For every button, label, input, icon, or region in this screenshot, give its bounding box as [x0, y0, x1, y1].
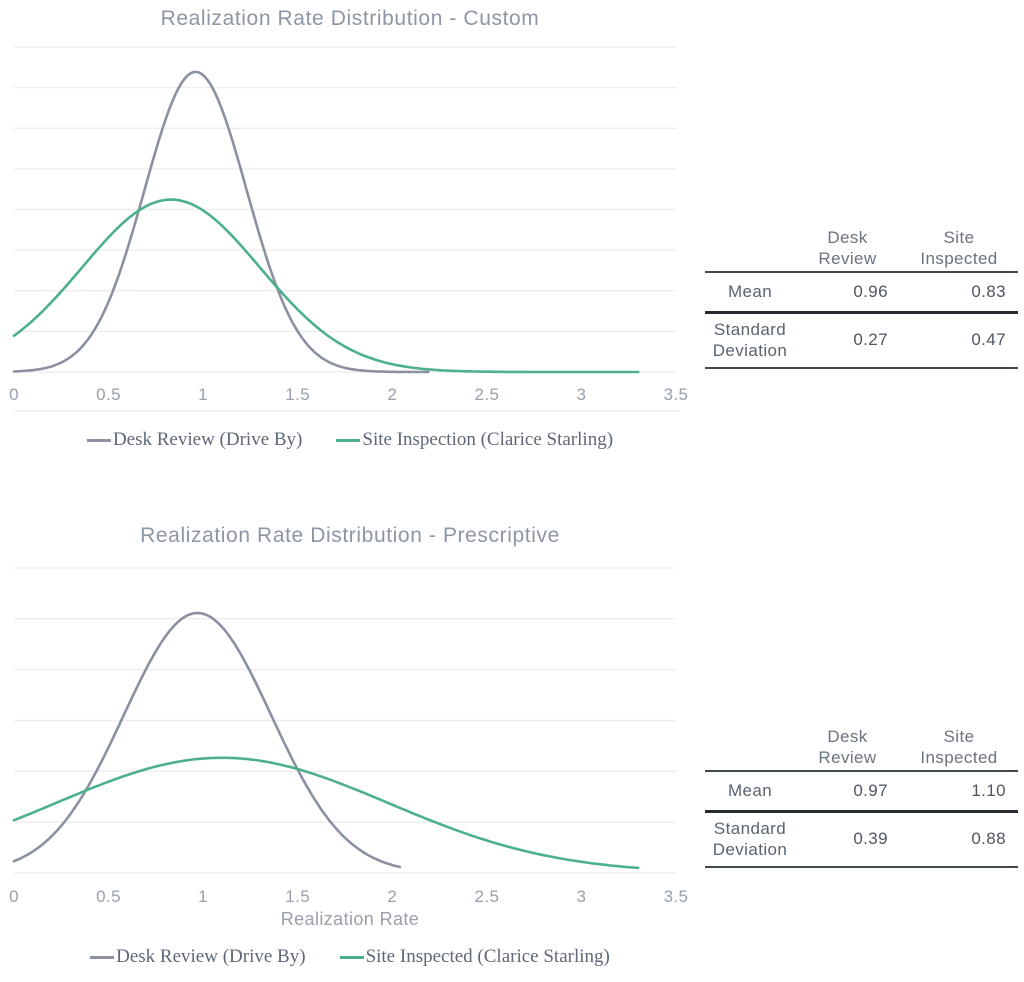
x-tick-label: 1	[198, 887, 208, 905]
legend-item-desk-review: Desk Review (Drive By)	[90, 946, 306, 968]
std-desk-review-value: 0.39	[795, 811, 900, 868]
row-label-standard-deviation: Standard Deviation	[705, 312, 795, 369]
table-row-mean: Mean 0.97 1.10	[705, 771, 1018, 813]
legend-item-site-inspected: Site Inspected (Clarice Starling)	[339, 946, 610, 968]
stats-table-custom: Desk Review Site Inspected Mean 0.96 0.8…	[705, 224, 1018, 369]
table-row-mean: Mean 0.96 0.83	[705, 272, 1018, 314]
x-tick-label: 0	[9, 887, 19, 905]
legend-label-desk-review: Desk Review (Drive By)	[112, 429, 303, 450]
x-tick-label: 0.5	[96, 887, 121, 905]
row-label-mean: Mean	[705, 771, 795, 813]
x-tick-label: 1.5	[285, 385, 310, 404]
curve-desk-review-drive-by	[12, 70, 430, 374]
mean-site-inspected-value: 1.10	[900, 771, 1018, 813]
chart-legend-prescriptive: Desk Review (Drive By) Site Inspected (C…	[0, 946, 700, 968]
x-tick-label: 3	[576, 887, 586, 905]
legend-swatch-desk-review	[86, 438, 111, 442]
curve-site-inspection-clarice-starling	[12, 198, 640, 374]
stats-col-desk-review: Desk Review	[795, 723, 900, 772]
table-row-standard-deviation: Standard Deviation 0.27 0.47	[705, 312, 1018, 369]
stats-corner-cell	[705, 723, 795, 772]
legend-label-desk-review: Desk Review (Drive By)	[116, 946, 306, 967]
stats-header-row: Desk Review Site Inspected	[705, 224, 1018, 273]
mean-desk-review-value: 0.97	[795, 771, 900, 813]
curve-site-inspected-clarice-starling	[12, 756, 640, 870]
x-tick-label: 1	[198, 385, 208, 404]
curve-desk-review-drive-by	[12, 611, 402, 869]
row-label-standard-deviation: Standard Deviation	[705, 811, 795, 868]
stats-col-site-inspected: Site Inspected	[900, 723, 1018, 772]
chart-title-custom: Realization Rate Distribution - Custom	[160, 7, 540, 30]
legend-item-desk-review: Desk Review (Drive By)	[86, 429, 303, 451]
stats-corner-cell	[705, 224, 795, 273]
x-tick-label: 3	[576, 385, 586, 404]
x-tick-label: 3.5	[664, 385, 689, 404]
x-tick-label: 1.5	[285, 887, 310, 905]
stats-col-desk-review: Desk Review	[795, 224, 900, 273]
std-desk-review-value: 0.27	[795, 312, 900, 369]
row-label-mean: Mean	[705, 272, 795, 314]
x-tick-label: 2	[387, 887, 397, 905]
stats-col-site-inspected: Site Inspected	[900, 224, 1018, 273]
chart-legend-custom: Desk Review (Drive By) Site Inspection (…	[0, 429, 700, 451]
x-tick-label: 2	[387, 385, 397, 404]
legend-item-site-inspection: Site Inspection (Clarice Starling)	[336, 429, 613, 451]
x-tick-label: 2.5	[474, 887, 499, 905]
x-tick-label: 0.5	[96, 385, 121, 404]
legend-label-site-inspected: Site Inspected (Clarice Starling)	[365, 946, 610, 967]
stats-table-prescriptive: Desk Review Site Inspected Mean 0.97 1.1…	[705, 723, 1018, 868]
x-axis-label: Realization Rate	[280, 909, 420, 929]
stats-header-row: Desk Review Site Inspected	[705, 723, 1018, 772]
x-tick-label: 3.5	[664, 887, 689, 905]
legend-swatch-site-inspected	[339, 955, 364, 959]
std-site-inspected-value: 0.47	[900, 312, 1018, 369]
chart-plot-custom: 0 0.5 1 1.5 2 2.5 3 3.5	[9, 46, 689, 412]
x-tick-label: 0	[9, 385, 19, 404]
chart-title-prescriptive: Realization Rate Distribution - Prescrip…	[140, 524, 560, 547]
legend-swatch-site-inspection	[336, 438, 361, 442]
std-site-inspected-value: 0.88	[900, 811, 1018, 868]
x-tick-label: 2.5	[474, 385, 499, 404]
legend-label-site-inspection: Site Inspection (Clarice Starling)	[362, 429, 614, 450]
legend-swatch-desk-review	[90, 955, 115, 959]
mean-site-inspected-value: 0.83	[900, 272, 1018, 314]
table-row-standard-deviation: Standard Deviation 0.39 0.88	[705, 811, 1018, 868]
chart-plot-prescriptive: 0 0.5 1 1.5 2 2.5 3 3.5	[9, 567, 689, 905]
mean-desk-review-value: 0.96	[795, 272, 900, 314]
